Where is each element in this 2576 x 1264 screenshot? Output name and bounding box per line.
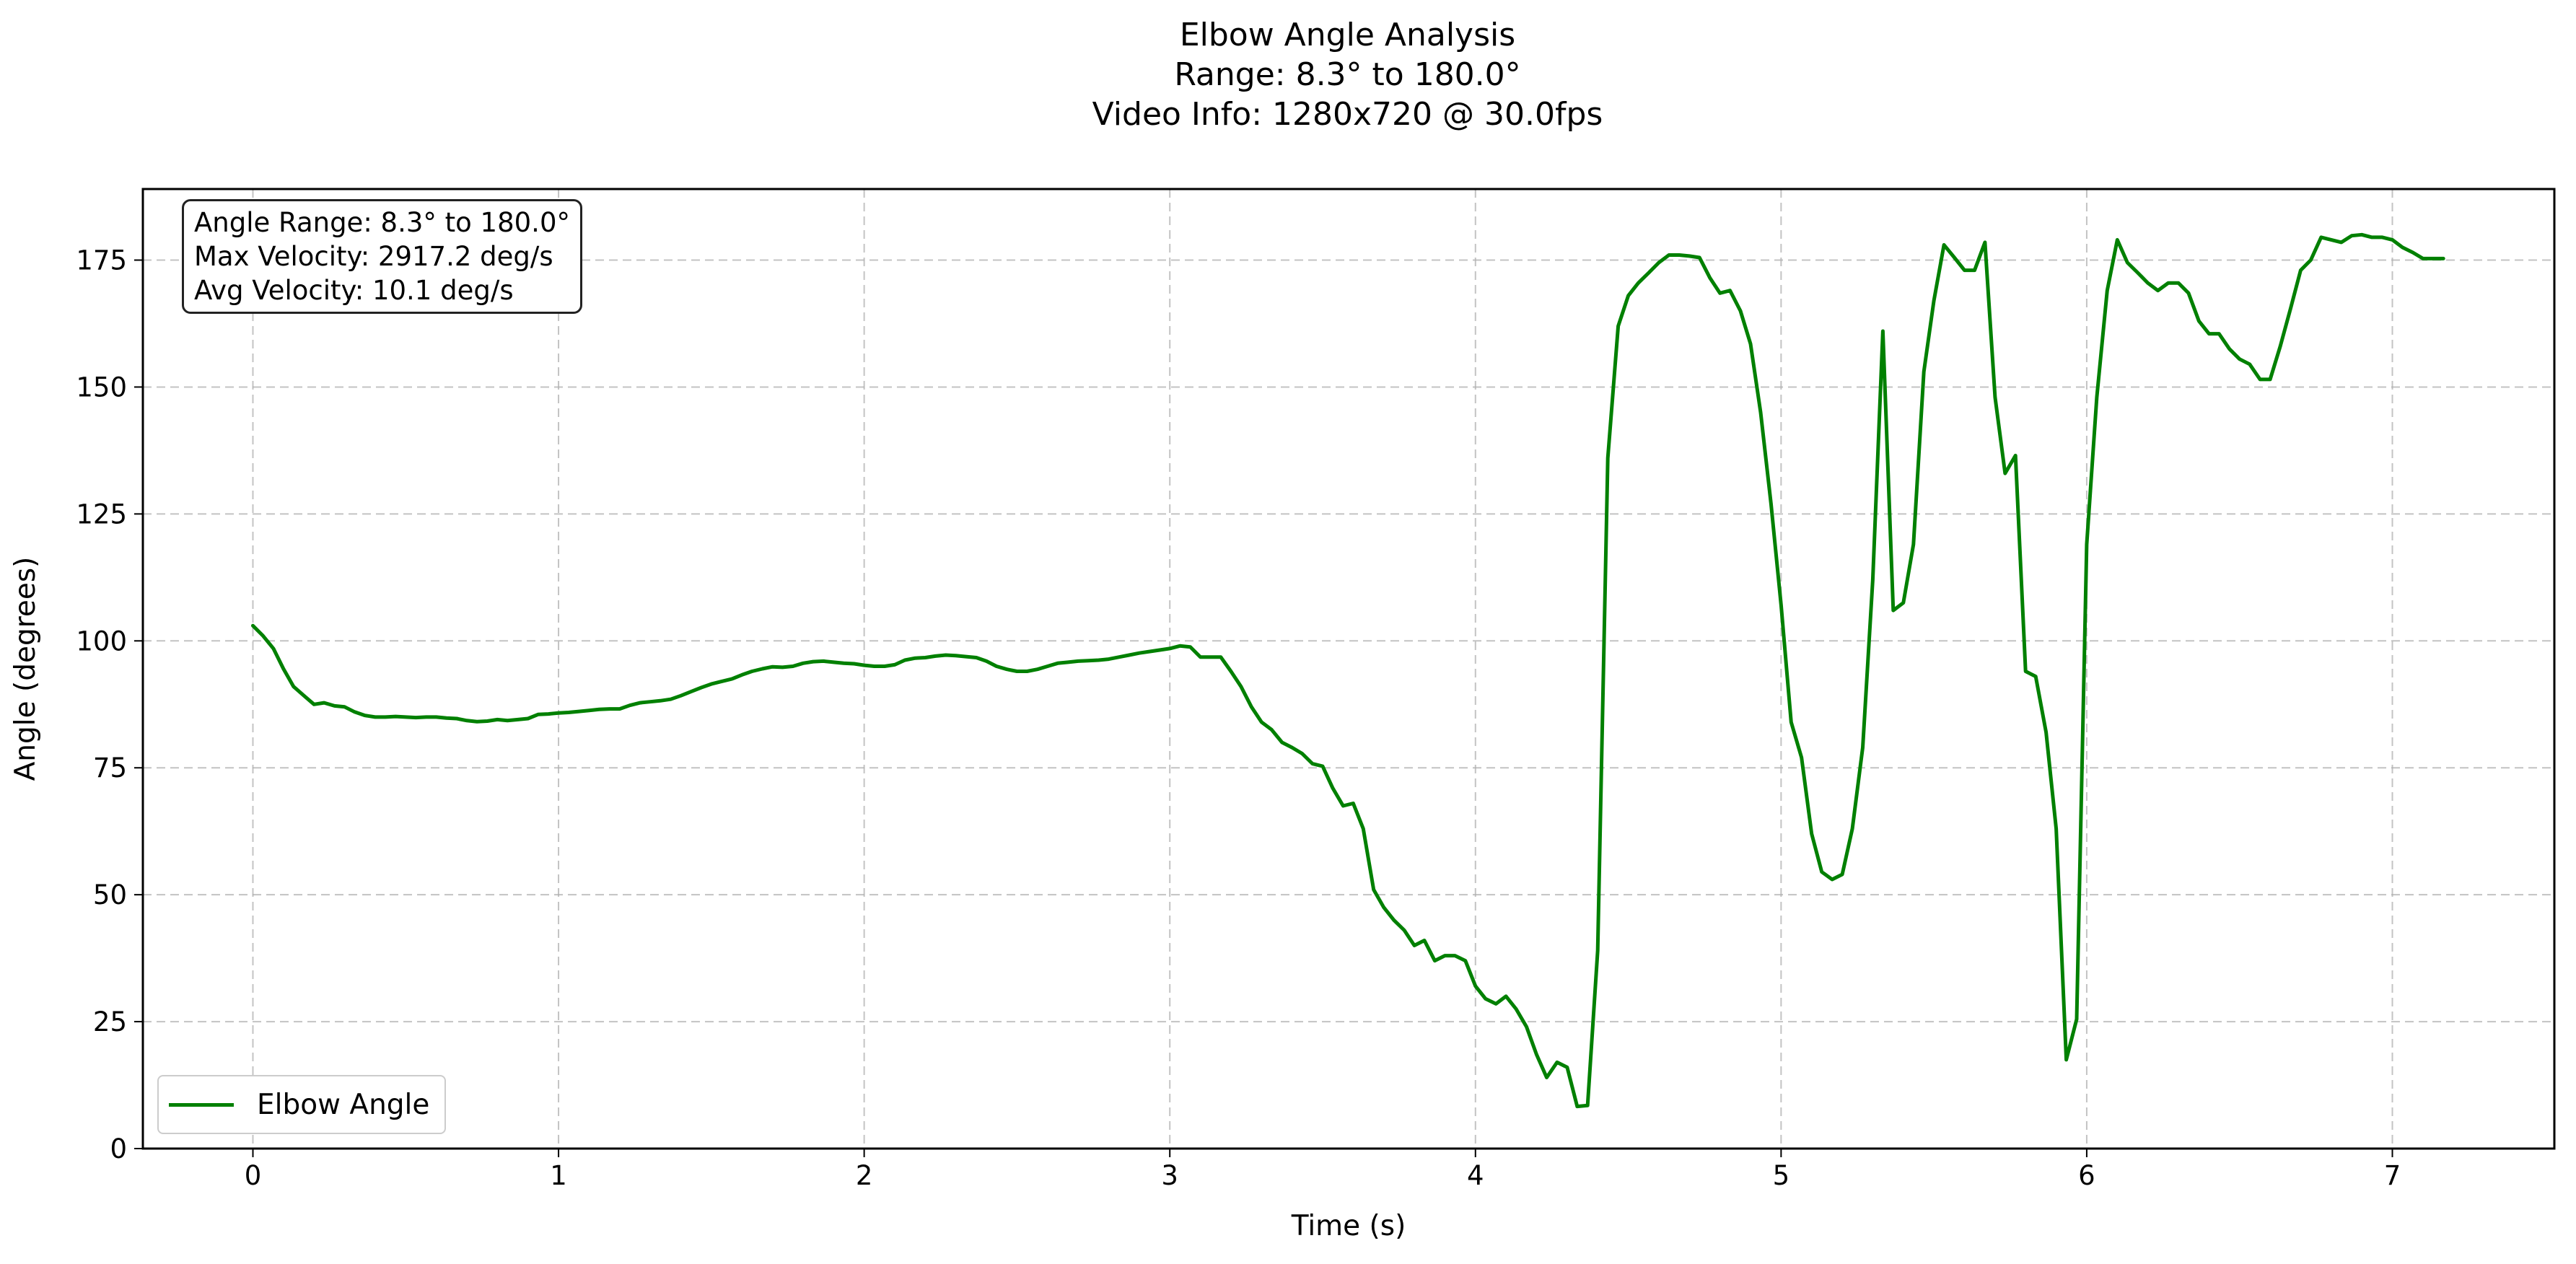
- angle-range-text: Angle Range: 8.3° to 180.0°: [194, 207, 570, 238]
- y-tick-label: 125: [76, 499, 127, 530]
- x-tick-label: 3: [1161, 1160, 1178, 1191]
- max-velocity-text: Max Velocity: 2917.2 deg/s: [194, 241, 553, 272]
- stats-annotation-box: Angle Range: 8.3° to 180.0° Max Velocity…: [182, 199, 582, 314]
- series-line-elbow-angle: [251, 232, 2445, 1109]
- y-tick-label: 50: [93, 879, 127, 910]
- axis-ticks: 0 1 2 3 4 5 6 7 0 25 50 75 100 125 150 175: [76, 245, 2401, 1191]
- x-tick-label: 1: [550, 1160, 567, 1191]
- plot-frame: [141, 188, 2556, 1150]
- y-tick-label: 100: [76, 626, 127, 657]
- x-tick-label: 0: [245, 1160, 262, 1191]
- y-tick-label: 150: [76, 372, 127, 403]
- y-tick-label: 175: [76, 245, 127, 276]
- avg-velocity-text: Avg Velocity: 10.1 deg/s: [194, 275, 514, 306]
- legend-label-elbow-angle: Elbow Angle: [257, 1088, 430, 1121]
- chart-title-line-2: Range: 8.3° to 180.0°: [1174, 56, 1521, 93]
- chart-title-line-1: Elbow Angle Analysis: [1179, 17, 1516, 53]
- x-tick-label: 4: [1467, 1160, 1484, 1191]
- y-tick-label: 0: [110, 1133, 127, 1164]
- x-tick-label: 6: [2078, 1160, 2095, 1191]
- x-tick-label: 7: [2384, 1160, 2401, 1191]
- grid-lines: [143, 189, 2554, 1149]
- legend-swatch-elbow-angle: [169, 1102, 234, 1107]
- chart-title-line-3: Video Info: 1280x720 @ 30.0fps: [1092, 96, 1603, 133]
- y-tick-label: 75: [93, 752, 127, 784]
- x-tick-label: 5: [1773, 1160, 1790, 1191]
- y-tick-label: 25: [93, 1006, 127, 1037]
- legend: Elbow Angle: [157, 1075, 446, 1134]
- x-tick-label: 2: [856, 1160, 873, 1191]
- y-axis-label: Angle (degrees): [9, 557, 42, 781]
- x-axis-label: Time (s): [1291, 1210, 1406, 1242]
